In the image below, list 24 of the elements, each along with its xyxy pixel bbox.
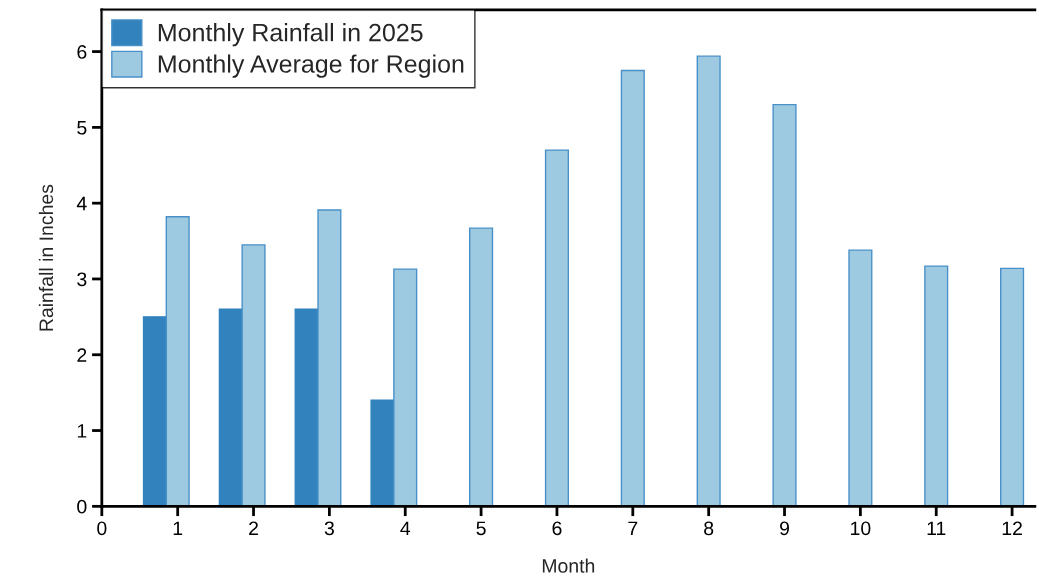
x-tick-label: 12 [1002, 521, 1022, 536]
y-tick-label: 5 [77, 121, 87, 135]
y-tick-label: 0 [77, 499, 87, 514]
x-tick-label: 5 [476, 521, 486, 536]
x-tick-label: 10 [851, 521, 871, 536]
x-tick-label: 8 [704, 521, 714, 536]
x-tick-label: 0 [97, 521, 107, 536]
x-axis-title: Month [542, 558, 595, 573]
x-tick-label: 4 [400, 521, 411, 536]
x-tick-label: 9 [780, 521, 790, 536]
y-tick-label: 6 [77, 45, 87, 59]
x-tick-label: 6 [552, 521, 562, 536]
x-tick-label: 3 [324, 521, 334, 536]
y-tick-label: 4 [76, 196, 87, 211]
y-tick-label: 3 [77, 272, 87, 287]
legend-label: Monthly Average for Region [158, 54, 464, 78]
y-axis-title: Rainfall in Inches [38, 184, 54, 331]
legend-label: Monthly Rainfall in 2025 [158, 23, 423, 47]
x-tick-label: 2 [249, 521, 258, 536]
x-tick-label: 7 [628, 521, 638, 536]
x-tick-label: 11 [927, 521, 946, 536]
y-tick-label: 1 [77, 424, 87, 438]
y-tick-label: 2 [77, 348, 87, 362]
x-tick-label: 1 [173, 521, 183, 536]
